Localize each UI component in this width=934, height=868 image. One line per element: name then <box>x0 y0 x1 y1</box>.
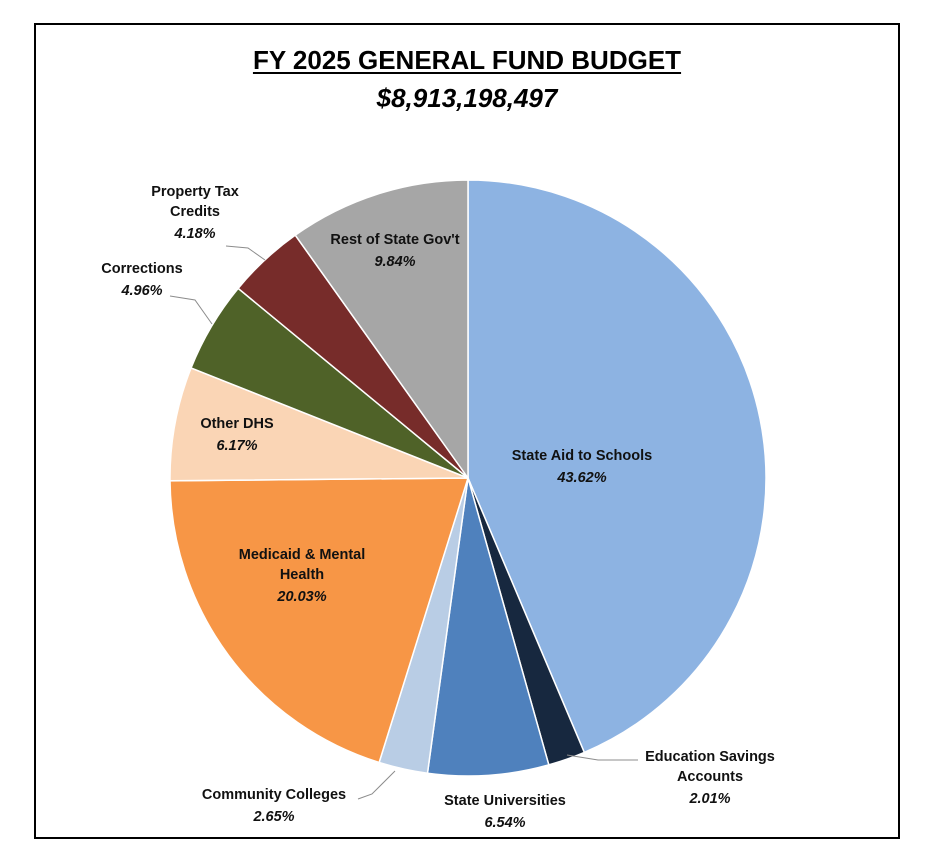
slice-value-state-aid-to-schools: 43.62% <box>556 470 606 486</box>
slice-labels: State Aid to Schools 43.62% Education Savi… <box>101 184 775 831</box>
slice-label-education-savings-accounts: Education Savings Accounts <box>645 749 775 785</box>
slice-value-education-savings-accounts: 2.01% <box>688 791 730 807</box>
chart-title-text: FY 2025 GENERAL FUND BUDGET <box>252 45 682 75</box>
slice-value-medicaid-mental-health: 20.03% <box>276 589 326 605</box>
slice-value-community-colleges: 2.65% <box>252 809 294 825</box>
slice-value-corrections: 4.96% <box>120 283 162 299</box>
leader-line-community-colleges <box>357 770 396 800</box>
slice-value-state-universities: 6.54% <box>484 815 525 831</box>
chart-subtitle: $8,913,198,497 <box>376 83 558 113</box>
leader-line-education-savings-accounts <box>566 754 638 761</box>
slice-label-community-colleges: Community Colleges <box>202 787 346 803</box>
slice-value-other-dhs: 6.17% <box>216 438 257 454</box>
slice-label-rest-of-state-gov-t: Rest of State Gov't <box>330 232 459 248</box>
slice-label-state-universities: State Universities <box>444 793 566 809</box>
slice-label-property-tax-credits: Property Tax Credits <box>151 184 239 220</box>
pie-slices <box>169 179 767 777</box>
pie-slice-rest-of-state-gov-t <box>294 179 469 481</box>
slice-value-rest-of-state-gov-t: 9.84% <box>374 254 415 270</box>
slice-label-other-dhs: Other DHS <box>200 416 274 432</box>
chart-title: FY 2025 GENERAL FUND BUDGET <box>0 45 934 76</box>
slice-label-state-aid-to-schools: State Aid to Schools <box>512 448 652 464</box>
pie-slice-state-aid-to-schools <box>467 179 767 754</box>
slice-label-medicaid-mental-health: Medicaid & Mental Health <box>239 547 366 583</box>
pie-slice-medicaid-mental-health <box>169 477 470 764</box>
leader-line-property-tax-credits <box>225 245 266 261</box>
leader-line-corrections <box>169 295 213 325</box>
pie-slice-other-dhs <box>169 366 469 482</box>
slice-value-property-tax-credits: 4.18% <box>173 226 215 242</box>
leader-lines <box>169 245 638 800</box>
slice-label-corrections: Corrections <box>101 261 182 277</box>
